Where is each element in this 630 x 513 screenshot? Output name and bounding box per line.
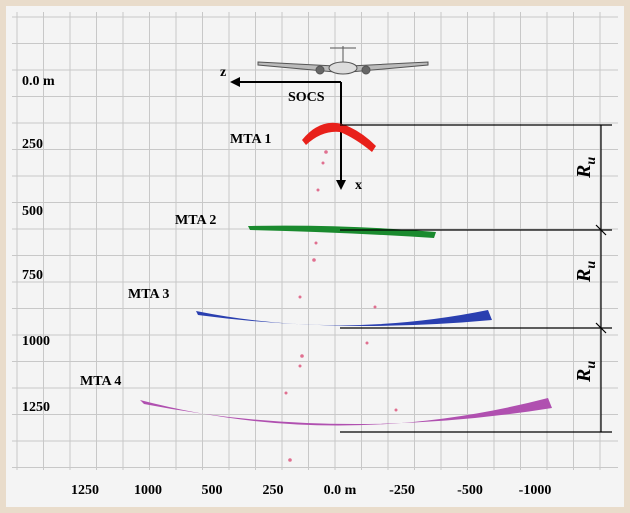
y-tick-label: 1250 [22,400,50,415]
x-tick-label: 500 [202,483,223,498]
range-subscript: u [584,361,599,369]
zone-label: MTA 3 [128,287,169,302]
x-tick-label: -500 [457,483,483,498]
y-tick-label: 1000 [22,334,50,349]
range-symbol: R [573,269,595,283]
x-tick-label: -250 [389,483,415,498]
x-tick-label: 1250 [71,483,99,498]
figure: 0.0 m 250 500 750 1000 1250 1250 1000 500 250 0.0 … [0,0,630,513]
x-tick-label: 250 [263,483,284,498]
range-symbol: R [573,165,595,179]
y-tick-label: 750 [22,268,43,283]
origin-label: SOCS [288,90,325,105]
range-symbol: R [573,369,595,383]
x-tick-label: 1000 [134,483,162,498]
zone-label: MTA 1 [230,132,271,147]
x-tick-label: -1000 [519,483,552,498]
x-tick-label: 0.0 m [324,483,357,498]
range-subscript: u [584,261,599,269]
zone-label: MTA 2 [175,213,216,228]
zone-label: MTA 4 [80,374,121,389]
z-axis-label: z [220,65,226,80]
x-axis-label: x [355,178,362,193]
y-tick-label: 0.0 m [22,74,55,89]
y-tick-label: 500 [22,204,43,219]
range-subscript: u [584,157,599,165]
y-tick-label: 250 [22,137,43,152]
